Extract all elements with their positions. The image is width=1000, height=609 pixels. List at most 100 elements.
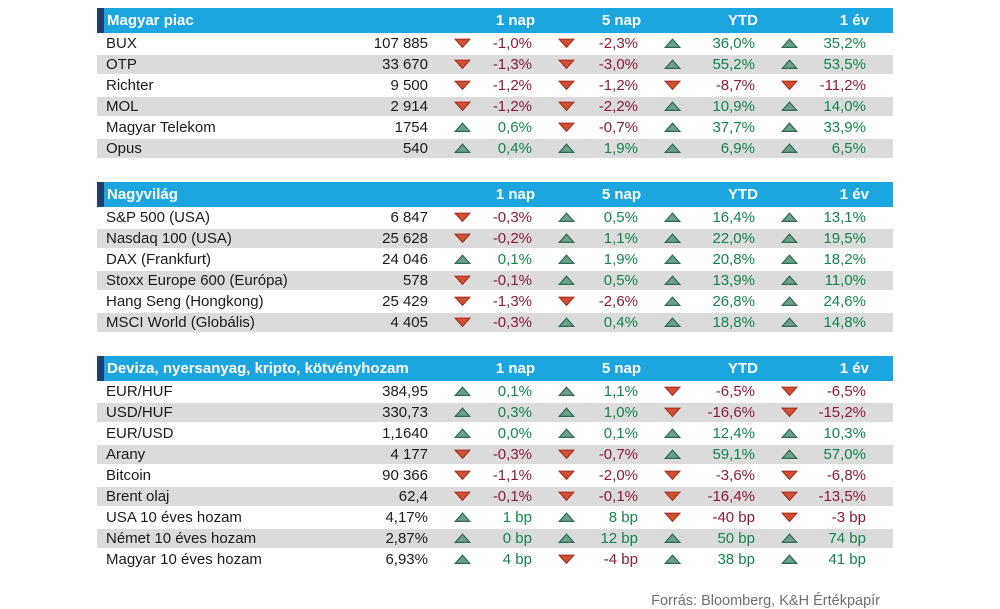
instrument-value: 4 405 bbox=[390, 314, 428, 331]
table-row: Opus 540 0,4% 1,9% 6,9% 6,5% bbox=[97, 138, 893, 159]
instrument-name: Hang Seng (Hongkong) bbox=[106, 293, 264, 310]
table-row: MSCI World (Globális) 4 405 -0,3% 0,4% 18,8%… bbox=[97, 312, 893, 333]
instrument-name: Arany bbox=[106, 446, 146, 463]
change-cell: -2,0% bbox=[532, 467, 638, 484]
down-triangle-icon bbox=[454, 317, 471, 328]
instrument-name: Magyar 10 éves hozam bbox=[106, 551, 262, 568]
change-cell: 19,5% bbox=[755, 230, 866, 247]
instrument-value: 1,1640 bbox=[382, 425, 428, 442]
change-value: -0,1% bbox=[492, 272, 532, 289]
change-value: -0,7% bbox=[598, 446, 638, 463]
section-header-bar: Nagyvilág 1 nap 5 nap YTD 1 év bbox=[104, 182, 893, 207]
section-header-bar: Magyar piac 1 nap 5 nap YTD 1 év bbox=[104, 8, 893, 33]
change-value: -2,3% bbox=[598, 35, 638, 52]
table-row: EUR/USD 1,1640 0,0% 0,1% 12,4% 10,3% bbox=[97, 423, 893, 444]
header-accent-stripe bbox=[97, 8, 104, 33]
change-value: 33,9% bbox=[823, 119, 866, 136]
table-row: Német 10 éves hozam 2,87% 0 bp 12 bp 50 bp 74… bbox=[97, 528, 893, 549]
section-deviza-nyersanyag: Deviza, nyersanyag, kripto, kötvényhozam… bbox=[97, 356, 893, 570]
change-cell: -1,1% bbox=[428, 467, 532, 484]
down-triangle-icon bbox=[558, 122, 575, 133]
change-value: -40 bp bbox=[712, 509, 755, 526]
down-triangle-icon bbox=[454, 38, 471, 49]
change-cell: -16,6% bbox=[638, 404, 755, 421]
change-value: -0,3% bbox=[492, 209, 532, 226]
table-row: EUR/HUF 384,95 0,1% 1,1% -6,5% -6,5% bbox=[97, 381, 893, 402]
instrument-value: 4,17% bbox=[385, 509, 428, 526]
change-cell: -0,1% bbox=[428, 272, 532, 289]
instrument-value: 25 429 bbox=[382, 293, 428, 310]
up-triangle-icon bbox=[454, 533, 471, 544]
instrument-value: 540 bbox=[402, 140, 428, 157]
change-value: 4 bp bbox=[502, 551, 532, 568]
change-value: 13,9% bbox=[712, 272, 755, 289]
instrument-name: Opus bbox=[106, 140, 142, 157]
change-value: -13,5% bbox=[818, 488, 866, 505]
change-value: 12,4% bbox=[712, 425, 755, 442]
change-value: -3,0% bbox=[598, 56, 638, 73]
change-value: 38 bp bbox=[717, 551, 755, 568]
up-triangle-icon bbox=[558, 407, 575, 418]
up-triangle-icon bbox=[664, 254, 681, 265]
change-cell: 0,4% bbox=[532, 314, 638, 331]
change-value: 59,1% bbox=[712, 446, 755, 463]
change-cell: 50 bp bbox=[638, 530, 755, 547]
change-cell: -1,2% bbox=[428, 98, 532, 115]
change-cell: 36,0% bbox=[638, 35, 755, 52]
change-cell: 59,1% bbox=[638, 446, 755, 463]
change-cell: 0,1% bbox=[532, 425, 638, 442]
change-value: 22,0% bbox=[712, 230, 755, 247]
down-triangle-icon bbox=[781, 491, 798, 502]
change-value: -1,2% bbox=[492, 98, 532, 115]
section-rows: S&P 500 (USA) 6 847 -0,3% 0,5% 16,4% 13,1% Nas… bbox=[97, 207, 893, 333]
column-header-1: 1 nap bbox=[495, 12, 535, 29]
change-cell: -0,1% bbox=[532, 488, 638, 505]
table-row: Magyar 10 éves hozam 6,93% 4 bp -4 bp 38 bp 4… bbox=[97, 549, 893, 570]
table-row: DAX (Frankfurt) 24 046 0,1% 1,9% 20,8% 18,2% bbox=[97, 249, 893, 270]
instrument-value: 2 914 bbox=[390, 98, 428, 115]
change-cell: 0,5% bbox=[532, 209, 638, 226]
up-triangle-icon bbox=[781, 212, 798, 223]
change-cell: 0,0% bbox=[428, 425, 532, 442]
change-cell: 1 bp bbox=[428, 509, 532, 526]
change-value: -2,2% bbox=[598, 98, 638, 115]
change-cell: 8 bp bbox=[532, 509, 638, 526]
instrument-value: 330,73 bbox=[382, 404, 428, 421]
change-value: -0,1% bbox=[492, 488, 532, 505]
change-cell: 0,6% bbox=[428, 119, 532, 136]
down-triangle-icon bbox=[454, 275, 471, 286]
up-triangle-icon bbox=[454, 122, 471, 133]
change-cell: 6,5% bbox=[755, 140, 866, 157]
change-cell: -1,3% bbox=[428, 56, 532, 73]
table-row: MOL 2 914 -1,2% -2,2% 10,9% 14,0% bbox=[97, 96, 893, 117]
section-title: Deviza, nyersanyag, kripto, kötvényhozam bbox=[107, 360, 409, 377]
change-value: -0,2% bbox=[492, 230, 532, 247]
change-cell: -3,0% bbox=[532, 56, 638, 73]
up-triangle-icon bbox=[781, 233, 798, 244]
change-value: 0,1% bbox=[497, 383, 532, 400]
change-value: -15,2% bbox=[818, 404, 866, 421]
change-value: 35,2% bbox=[823, 35, 866, 52]
change-cell: 1,0% bbox=[532, 404, 638, 421]
change-value: 0,4% bbox=[497, 140, 532, 157]
change-cell: 24,6% bbox=[755, 293, 866, 310]
change-cell: -6,5% bbox=[638, 383, 755, 400]
up-triangle-icon bbox=[664, 101, 681, 112]
change-cell: 35,2% bbox=[755, 35, 866, 52]
section-nagyvilag: Nagyvilág 1 nap 5 nap YTD 1 év S&P 500 (USA) 6… bbox=[97, 182, 893, 333]
table-row: USD/HUF 330,73 0,3% 1,0% -16,6% -15,2% bbox=[97, 402, 893, 423]
change-value: 1,1% bbox=[603, 383, 638, 400]
section-header: Nagyvilág 1 nap 5 nap YTD 1 év bbox=[97, 182, 893, 207]
change-cell: -16,4% bbox=[638, 488, 755, 505]
up-triangle-icon bbox=[781, 59, 798, 70]
change-value: -1,2% bbox=[598, 77, 638, 94]
table-row: Stoxx Europe 600 (Európa) 578 -0,1% 0,5% 13,… bbox=[97, 270, 893, 291]
change-value: 0,1% bbox=[497, 251, 532, 268]
up-triangle-icon bbox=[558, 428, 575, 439]
change-value: -0,3% bbox=[492, 446, 532, 463]
change-cell: -2,2% bbox=[532, 98, 638, 115]
change-value: 74 bp bbox=[828, 530, 866, 547]
instrument-name: EUR/HUF bbox=[106, 383, 173, 400]
change-cell: 1,1% bbox=[532, 383, 638, 400]
change-value: 18,8% bbox=[712, 314, 755, 331]
